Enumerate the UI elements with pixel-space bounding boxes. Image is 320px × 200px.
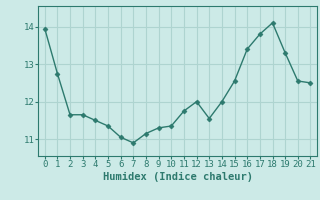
X-axis label: Humidex (Indice chaleur): Humidex (Indice chaleur) [103,172,252,182]
